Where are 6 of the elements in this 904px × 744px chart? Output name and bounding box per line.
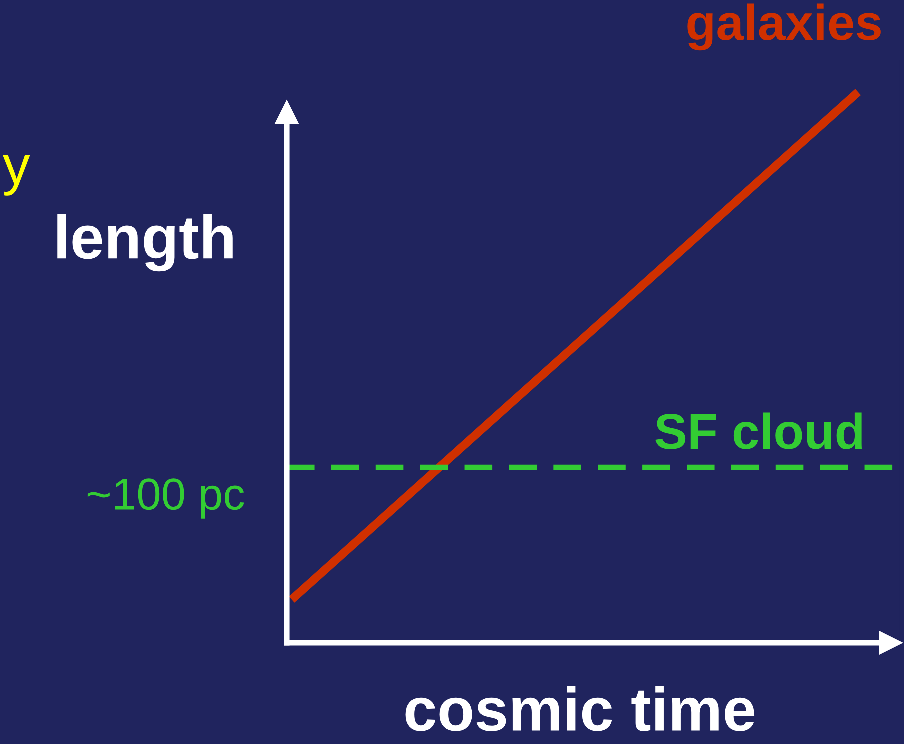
annotation: y bbox=[2, 155, 30, 196]
y-axis-title: length bbox=[58, 214, 233, 272]
series-label: galaxies bbox=[688, 4, 881, 51]
annotation: SF cloud bbox=[656, 412, 862, 450]
x-axis-title: cosmic time bbox=[406, 686, 755, 732]
ref-line-label: ~100 pc bbox=[88, 478, 244, 519]
